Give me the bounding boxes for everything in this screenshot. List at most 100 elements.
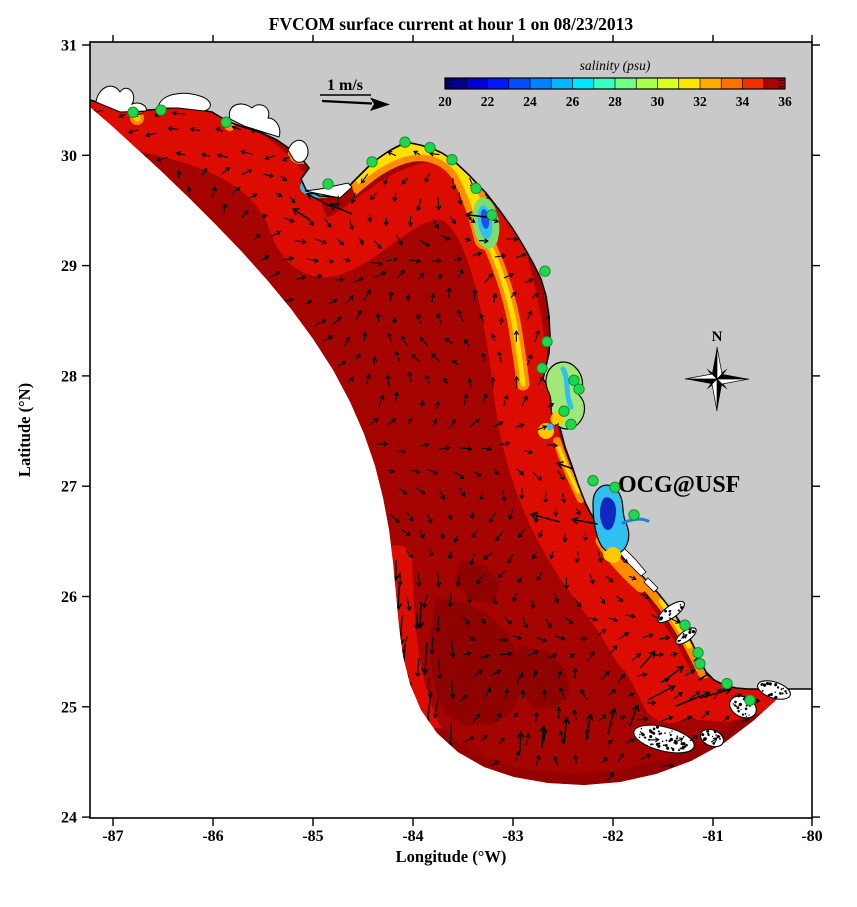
current-vector-arrow (647, 737, 660, 743)
current-vector-arrow (637, 716, 649, 722)
tampa-bay-channel (560, 366, 574, 410)
current-vector-arrow (222, 202, 228, 216)
colorbar-segment (466, 78, 488, 89)
current-vector-arrow (606, 739, 613, 746)
y-tick-label: 29 (61, 258, 77, 275)
current-vector-arrow (538, 529, 544, 539)
current-vector-arrow (270, 230, 282, 237)
current-vector-arrow (482, 392, 488, 404)
current-vector-arrow (542, 490, 549, 504)
island-speckle (745, 704, 748, 707)
current-vector-arrow (503, 272, 515, 279)
current-vector-arrow (435, 616, 441, 633)
bay-pensacola (95, 85, 147, 113)
current-vector-arrow (281, 256, 295, 262)
current-vector-arrow (520, 689, 526, 699)
current-vector-arrow (400, 335, 408, 346)
current-vector-arrow (422, 593, 428, 609)
current-vector-arrow (640, 593, 650, 599)
y-tick-label: 30 (61, 148, 77, 165)
station-marker (568, 374, 580, 386)
ocg-usf-label: OCG@USF (618, 472, 740, 498)
y-tick-label: 25 (61, 699, 77, 716)
current-vector-arrow (684, 669, 696, 677)
current-vector-arrow (367, 214, 373, 223)
island-speckle (691, 629, 695, 634)
island-speckle (657, 730, 660, 733)
charlotte-outlet (605, 547, 621, 563)
island-speckle (658, 732, 661, 736)
current-vector-arrow (681, 715, 693, 722)
current-vector-arrow (453, 470, 465, 480)
current-vector-arrow (447, 512, 453, 521)
station-marker (558, 405, 570, 417)
current-vector-arrow (606, 771, 614, 782)
station-marker (155, 104, 167, 116)
current-vector-arrow (370, 260, 384, 267)
island-speckle (675, 737, 679, 740)
current-vector-arrow (419, 400, 425, 409)
current-vector-arrow (572, 708, 578, 721)
colorbar: 20 22 24 26 28 30 32 34 36 salinity (psu) (438, 58, 792, 109)
current-vector-arrow (167, 126, 179, 132)
current-vector-arrow (118, 113, 126, 119)
island-speckle (784, 690, 787, 693)
current-vector-arrow (326, 258, 335, 265)
current-vector-arrow (512, 592, 518, 603)
current-vector-arrow (369, 192, 377, 201)
island-speckle (768, 682, 772, 686)
island-outline (633, 724, 695, 754)
ten-thousand-islands (657, 600, 685, 624)
current-vector-arrow (446, 286, 452, 299)
current-vector-arrow (365, 373, 371, 384)
current-vector-arrow (248, 193, 258, 199)
current-vector-arrow (429, 636, 435, 655)
current-vector-arrow (464, 236, 472, 242)
current-vector-arrow (636, 672, 648, 678)
current-vector-arrow (264, 155, 275, 161)
island-speckle (682, 742, 686, 746)
y-tick-label: 28 (61, 368, 77, 385)
island-speckle (682, 735, 685, 738)
current-vector-arrow (415, 487, 426, 495)
current-vector-arrow (424, 172, 431, 183)
island-speckle (744, 712, 747, 715)
x-tick-label: -87 (102, 828, 123, 845)
current-vector-arrow (468, 218, 476, 223)
station-marker (744, 694, 756, 706)
current-vector-arrow (268, 271, 281, 279)
current-vector-arrow (375, 312, 381, 322)
current-vector-arrow (398, 487, 408, 495)
current-vector-arrow (526, 353, 533, 366)
current-vector-arrow (176, 169, 182, 178)
current-vector-arrow (553, 755, 559, 767)
current-vector-arrow (516, 730, 525, 753)
current-vector-arrow (392, 193, 398, 203)
y-axis-label: Latitude (°N) (15, 383, 34, 477)
current-vector-arrow (336, 361, 347, 368)
current-vector-arrow (493, 468, 499, 476)
current-vector-arrow (531, 292, 540, 299)
current-vector-arrow (253, 233, 261, 241)
island-speckle (767, 694, 770, 697)
current-vector-arrow (580, 688, 588, 701)
colorbar-tick-label: 20 (438, 94, 452, 109)
current-vector-arrow (615, 595, 624, 602)
island-speckle (715, 734, 717, 736)
tampa-bay-lobe (550, 412, 564, 426)
current-vector-arrow (573, 754, 579, 764)
island-speckle (741, 713, 745, 716)
current-vector-arrow (401, 177, 409, 185)
island-speckle (785, 692, 788, 695)
current-vector-arrow (617, 673, 626, 683)
current-vector-arrow (419, 240, 430, 247)
current-vector-arrow (530, 598, 536, 610)
current-vector-arrow (314, 319, 327, 326)
current-vector-arrow (497, 570, 506, 578)
current-vector-arrow (322, 335, 334, 343)
island-speckle (669, 733, 672, 737)
island-speckle (660, 732, 663, 735)
current-vector-arrow (478, 491, 485, 501)
current-vector-arrow (741, 717, 750, 723)
island-speckle (661, 740, 664, 743)
